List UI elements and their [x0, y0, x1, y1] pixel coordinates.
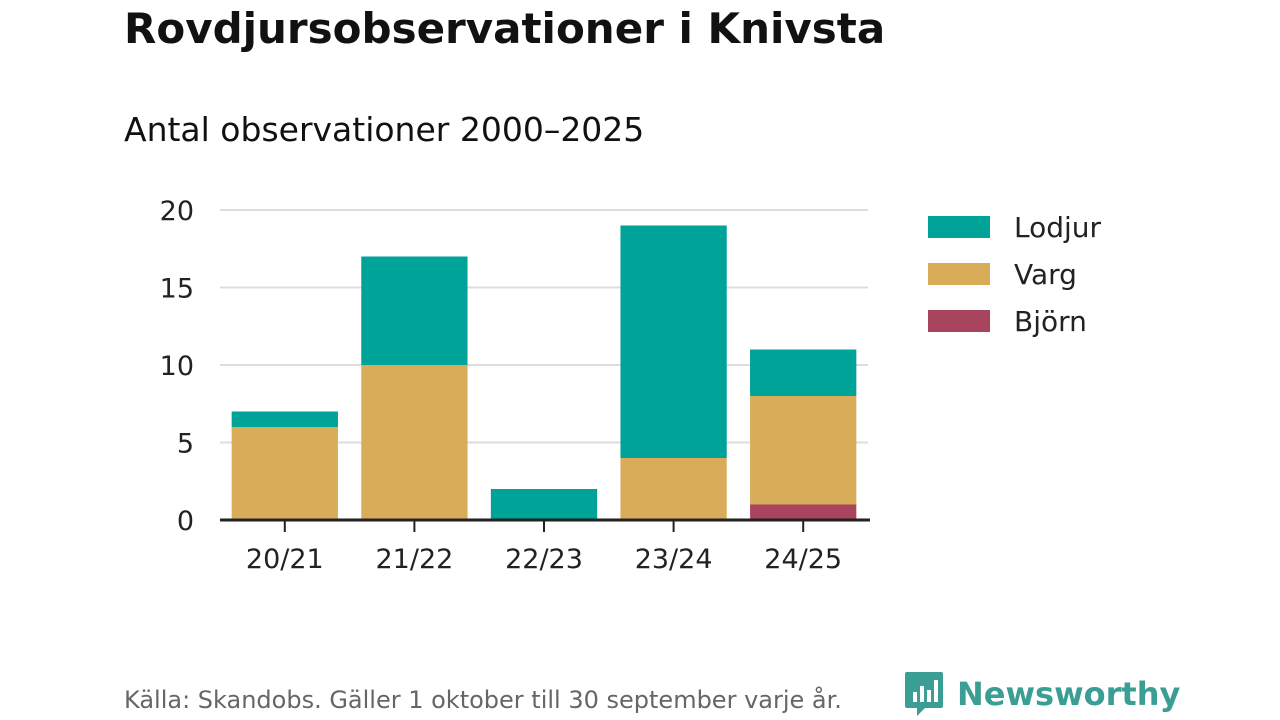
y-tick-label-15: 15 [160, 274, 194, 305]
legend-label-varg: Varg [1014, 258, 1077, 291]
axes: 0 5 10 15 20 20/21 21/22 22/23 23/24 24/25 [160, 196, 870, 575]
bar-varg-23-24 [620, 458, 727, 520]
bar-lodjur-20-21 [231, 411, 338, 427]
y-tick-label-0: 0 [177, 506, 194, 537]
newsworthy-logo-icon [905, 672, 943, 716]
bars [231, 225, 857, 520]
x-tick-label-24-25: 24/25 [764, 544, 842, 575]
bar-björn-24-25 [750, 504, 857, 520]
source-note: Källa: Skandobs. Gäller 1 oktober till 3… [124, 686, 842, 714]
stacked-bar-chart: 0 5 10 15 20 20/21 21/22 22/23 23/24 24/25 Lodjur… [160, 196, 1102, 575]
x-tick-label-21-22: 21/22 [375, 544, 453, 575]
y-tick-label-10: 10 [160, 351, 194, 382]
legend-swatch-lodjur [928, 216, 990, 238]
bar-lodjur-24-25 [750, 349, 857, 396]
legend-swatch-björn [928, 310, 990, 332]
y-tick-label-5: 5 [177, 429, 194, 460]
chart-subtitle: Antal observationer 2000–2025 [124, 110, 645, 149]
bar-lodjur-22-23 [490, 489, 598, 520]
x-tick-label-23-24: 23/24 [635, 544, 713, 575]
legend-label-björn: Björn [1014, 305, 1087, 338]
y-tick-label-20: 20 [160, 196, 194, 227]
legend-swatch-varg [928, 263, 990, 285]
legend: Lodjur Varg Björn [928, 211, 1102, 338]
bar-varg-20-21 [231, 427, 338, 520]
brand-name: Newsworthy [957, 675, 1181, 713]
x-tick-label-22-23: 22/23 [505, 544, 583, 575]
bar-varg-21-22 [361, 365, 468, 520]
bar-varg-24-25 [750, 396, 857, 505]
chart-title: Rovdjursobservationer i Knivsta [124, 4, 886, 53]
brand-logo: Newsworthy [903, 670, 1180, 718]
x-tick-label-20-21: 20/21 [246, 544, 324, 575]
legend-label-lodjur: Lodjur [1014, 211, 1102, 244]
bar-lodjur-23-24 [620, 225, 727, 458]
bar-lodjur-21-22 [361, 256, 468, 365]
